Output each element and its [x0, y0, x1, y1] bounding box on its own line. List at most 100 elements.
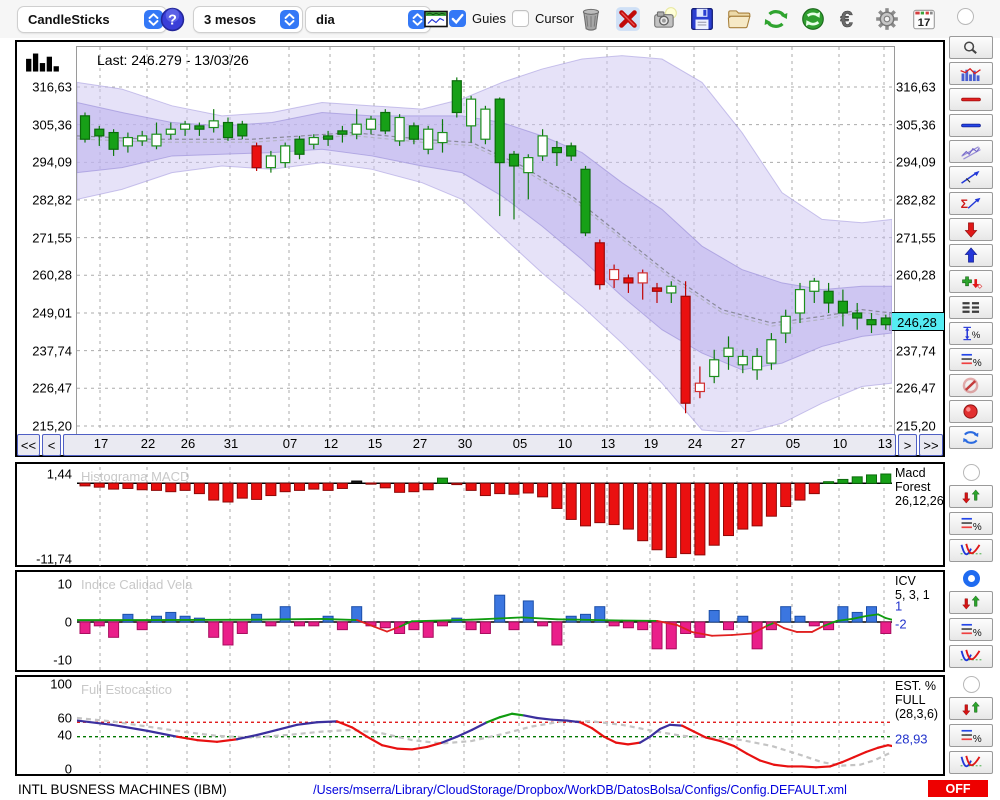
x-date-label: 24 — [682, 436, 708, 451]
x-date-label: 26 — [175, 436, 201, 451]
sell-arrow-button[interactable] — [949, 218, 993, 241]
icv-panel-radio[interactable] — [963, 570, 980, 587]
status-bar: INTL BUSNESS MACHINES (IBM) /Users/mserr… — [0, 777, 1000, 800]
y-axis-tick: 237,74 — [28, 343, 72, 358]
y-axis-tick: 1,44 — [28, 467, 72, 482]
interval-value: dia — [316, 12, 335, 27]
y-axis-tick: 60 — [28, 711, 72, 726]
svg-text:%: % — [972, 330, 981, 341]
y-axis-tick: 0 — [28, 762, 72, 777]
zoom-tool-button[interactable] — [949, 36, 993, 59]
x-date-label: 27 — [725, 436, 751, 451]
macd-buy-sell-signals-button[interactable] — [949, 485, 993, 508]
blue-hline-button[interactable] — [949, 114, 993, 137]
icv-value-high: 1 — [895, 599, 902, 614]
red-hline-button[interactable] — [949, 88, 993, 111]
x-date-label: 27 — [407, 436, 433, 451]
date-axis-strip[interactable]: 172226310712152730051013192427051013 — [63, 434, 896, 456]
refresh-recycle-icon[interactable] — [762, 5, 790, 32]
chart-window-icon[interactable] — [424, 9, 448, 29]
chart-type-value: CandleSticks — [28, 12, 110, 27]
svg-text:%: % — [973, 628, 982, 638]
compare-lines-button[interactable]: % — [949, 348, 993, 371]
reload-button[interactable] — [949, 426, 993, 449]
cursor-label: Cursor — [535, 11, 574, 26]
current-price-tag: 246,28 — [889, 312, 945, 331]
chart-type-select[interactable]: CandleSticks — [18, 7, 166, 32]
add-signal-button[interactable] — [949, 270, 993, 293]
icv-value-low: -2 — [895, 617, 907, 632]
levels-button[interactable] — [949, 296, 993, 319]
icv-params-label: ICV5, 3, 1 — [895, 575, 947, 603]
y-axis-tick: 260,28 — [28, 268, 72, 283]
macd-plot[interactable] — [77, 467, 892, 566]
settings-gear-icon[interactable] — [873, 5, 901, 32]
main-plot[interactable] — [77, 47, 892, 432]
macd-controls: % — [949, 464, 993, 562]
y-axis-tick: 271,55 — [28, 230, 72, 245]
x-date-label: 17 — [88, 436, 114, 451]
measure-percent-button[interactable]: % — [949, 322, 993, 345]
cursor-checkbox-group: Cursor — [512, 10, 574, 27]
trash-icon[interactable] — [577, 5, 605, 32]
sync-icon[interactable] — [799, 5, 827, 32]
trendline-tool-button[interactable] — [949, 166, 993, 189]
scroll-next-button[interactable]: > — [898, 434, 917, 456]
toolbar-icon-strip: €17 — [577, 5, 938, 32]
chevron-updown-icon — [280, 10, 299, 29]
delete-x-icon[interactable] — [614, 5, 642, 32]
euro-icon[interactable]: € — [836, 5, 864, 32]
record-button[interactable] — [949, 400, 993, 423]
channel-tool-button[interactable] — [949, 140, 993, 163]
icv-plot[interactable] — [77, 576, 892, 671]
stochastic-controls: % — [949, 676, 993, 774]
disable-button[interactable] — [949, 374, 993, 397]
scroll-prev-button[interactable]: < — [42, 434, 61, 456]
macd-panel-radio[interactable] — [963, 464, 980, 481]
y-axis-tick: 249,01 — [28, 305, 72, 320]
off-toggle-button[interactable]: OFF — [928, 780, 988, 797]
icv-controls: % — [949, 570, 993, 668]
y-axis-tick: -11,74 — [28, 552, 72, 567]
macd-panel: Histograma MACD MacdForest26,12,26 1,44-… — [15, 462, 945, 567]
x-date-label: 12 — [318, 436, 344, 451]
guies-checkbox[interactable] — [449, 10, 466, 27]
macd-indicator-curve-button[interactable] — [949, 539, 993, 562]
stoch-indicator-curve-button[interactable] — [949, 751, 993, 774]
y-axis-tick: 305,36 — [28, 117, 72, 132]
scroll-first-button[interactable]: << — [17, 434, 40, 456]
macd-percent-lines-button[interactable]: % — [949, 512, 993, 535]
cursor-checkbox[interactable] — [512, 10, 529, 27]
icv-buy-sell-signals-button[interactable] — [949, 591, 993, 614]
calendar-icon[interactable]: 17 — [910, 5, 938, 32]
x-date-label: 10 — [552, 436, 578, 451]
icv-percent-lines-button[interactable]: % — [949, 618, 993, 641]
x-date-label: 30 — [452, 436, 478, 451]
guies-checkbox-group: Guies — [449, 10, 506, 27]
stoch-buy-sell-signals-button[interactable] — [949, 697, 993, 720]
icv-indicator-curve-button[interactable] — [949, 645, 993, 668]
icv-panel: Indice Calidad Vela ICV5, 3, 1 1 -2 100-… — [15, 570, 945, 672]
stoch-percent-lines-button[interactable]: % — [949, 724, 993, 747]
volume-chart-button[interactable] — [949, 62, 993, 85]
chart-style-icon[interactable] — [25, 50, 61, 79]
y-axis-tick: 316,63 — [28, 80, 72, 95]
buy-arrow-button[interactable] — [949, 244, 993, 267]
snapshot-camera-icon[interactable] — [651, 5, 679, 32]
save-icon[interactable] — [688, 5, 716, 32]
main-chart-radio[interactable] — [957, 8, 974, 25]
help-icon[interactable]: ? — [160, 7, 185, 32]
interval-select[interactable]: dia — [306, 7, 430, 32]
svg-text:Σ: Σ — [961, 197, 968, 211]
svg-text:%: % — [973, 734, 982, 744]
macd-params-label: MacdForest26,12,26 — [895, 467, 947, 508]
y-axis-tick: 271,55 — [896, 230, 946, 245]
stochastic-plot[interactable] — [77, 681, 892, 773]
open-folder-icon[interactable] — [725, 5, 753, 32]
y-axis-tick: 100 — [28, 677, 72, 692]
period-select[interactable]: 3 mesos — [194, 7, 302, 32]
svg-text:?: ? — [168, 13, 177, 29]
scroll-last-button[interactable]: >> — [919, 434, 943, 456]
stoch-panel-radio[interactable] — [963, 676, 980, 693]
sigma-trend-button[interactable]: Σ — [949, 192, 993, 215]
